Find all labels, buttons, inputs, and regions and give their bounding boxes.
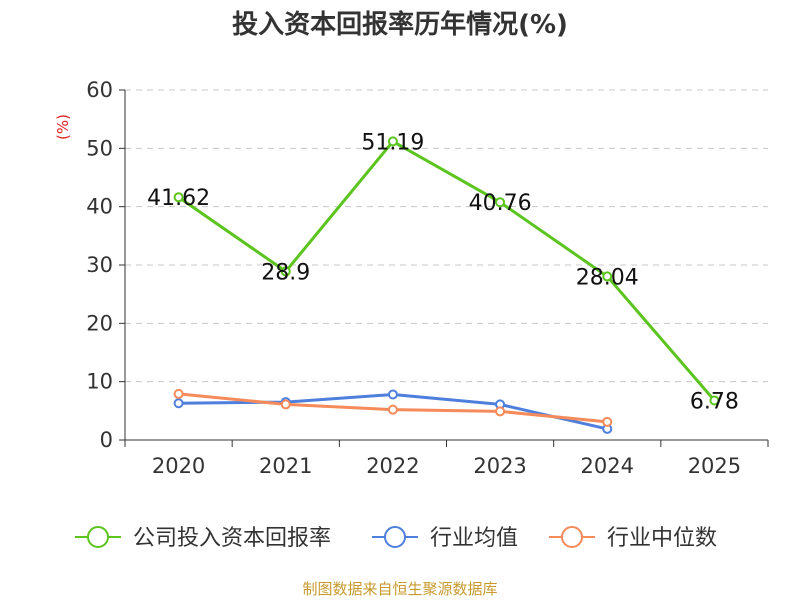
y-tick-label: 40 [86,195,113,219]
series-1-point [173,398,184,409]
legend-item-2[interactable]: 行业中位数 [549,526,717,551]
series-2-point [495,406,506,417]
y-tick-label: 10 [86,370,113,394]
data-labels: 41.62 28.9 51.19 40.76 28.04 6.78 [147,130,739,414]
grid-lines [125,89,768,383]
legend-marker-icon [87,526,109,548]
axes: 0 10 20 30 40 50 60 2020 2021 2022 2023 2024 2025 [86,78,769,478]
series-2-point [280,399,291,410]
legend-marker-icon [561,526,583,548]
x-tick-label: 2021 [259,454,312,478]
data-label: 40.76 [469,191,532,216]
y-axis-unit-label: (%) [54,114,72,140]
series-0-point [495,197,506,208]
source-note: 制图数据来自恒生聚源数据库 [302,580,497,598]
x-tick-label: 2022 [366,454,419,478]
series-1-point [387,389,398,400]
series-0-point [173,192,184,203]
data-label: 28.9 [261,260,310,285]
series-2-point [387,404,398,415]
series-0-point [602,271,613,282]
legend-item-0[interactable]: 公司投入资本回报率 [75,526,331,551]
series-2-point [173,388,184,399]
data-label: 51.19 [361,130,424,155]
data-label: 41.62 [147,186,210,211]
series-0-point [709,395,720,406]
x-tick-label: 2025 [688,454,741,478]
y-tick-label: 50 [86,136,113,160]
series-0-point [280,266,291,277]
y-tick-label: 0 [100,428,113,452]
series-line-0 [177,139,716,402]
data-label: 6.78 [690,389,739,414]
legend-label: 行业均值 [430,526,518,551]
y-tick-label: 30 [86,253,113,277]
legend-item-1[interactable]: 行业均值 [372,526,518,551]
x-tick-label: 2023 [473,454,526,478]
y-tick-label: 60 [86,78,113,102]
y-tick-label: 20 [86,311,113,335]
x-tick-label: 2020 [152,454,205,478]
legend-label: 公司投入资本回报率 [133,526,331,551]
legend-marker-icon [384,526,406,548]
legend: 公司投入资本回报率 行业均值 行业中位数 [75,526,717,551]
x-tick-label: 2024 [581,454,634,478]
series-0-point [387,136,398,147]
series-2-point [602,416,613,427]
legend-label: 行业中位数 [607,526,717,551]
series-lines [173,136,720,434]
data-label: 28.04 [576,265,639,290]
chart-title: 投入资本回报率历年情况(%) [232,9,568,40]
